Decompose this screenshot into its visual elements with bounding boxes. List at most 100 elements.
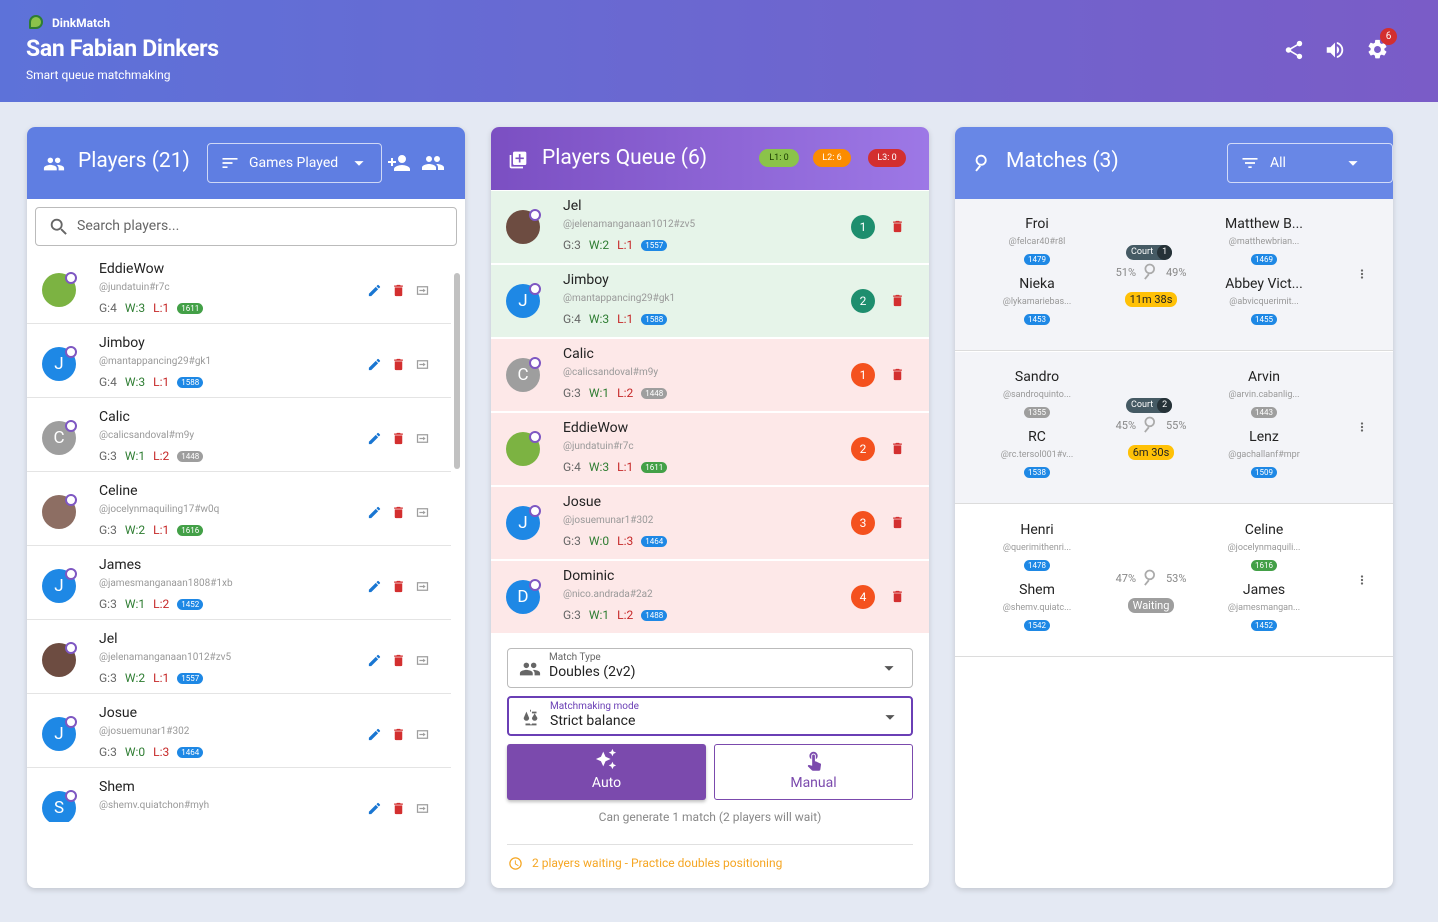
move-button[interactable] bbox=[415, 283, 430, 298]
player-handle: @lykamariebas... bbox=[1002, 297, 1072, 307]
add-group-button[interactable] bbox=[421, 151, 445, 175]
player-handle: @abvicquerimit... bbox=[1229, 297, 1299, 307]
wins: W:3 bbox=[124, 301, 146, 315]
delete-button[interactable] bbox=[391, 505, 406, 520]
select-field[interactable]: Matchmaking mode Strict balance bbox=[507, 696, 913, 736]
avatar-initial: J bbox=[518, 513, 528, 533]
games-played: G:3 bbox=[99, 745, 117, 759]
player-stats: G:3 W:1 L:2 1488 bbox=[563, 608, 668, 622]
match-menu-shape bbox=[1360, 575, 1364, 585]
search-input[interactable]: Search players... bbox=[35, 207, 457, 246]
delete-button[interactable] bbox=[391, 431, 406, 446]
queue-position: 4 bbox=[851, 585, 875, 609]
remove-button[interactable] bbox=[890, 441, 905, 456]
delete-button[interactable] bbox=[391, 727, 406, 742]
auto-icon bbox=[595, 748, 617, 770]
add-player-button[interactable] bbox=[387, 151, 411, 175]
player-row[interactable]: Celine @jocelynmaquiling17#w0q G:3 W:2 L:1 16… bbox=[27, 472, 451, 546]
rating-badge: 1355 bbox=[1024, 407, 1050, 419]
manual-button[interactable]: Manual bbox=[714, 744, 913, 800]
move-button[interactable] bbox=[415, 431, 430, 446]
check-badge bbox=[529, 357, 541, 369]
rating-row: 1616 bbox=[1224, 559, 1304, 572]
select-icon-shape bbox=[519, 662, 541, 676]
level-badge: L2: 6 bbox=[813, 149, 851, 167]
remove-button[interactable] bbox=[890, 219, 905, 234]
player-handle: @jundatuin#r7c bbox=[99, 282, 170, 293]
select-field[interactable]: Match Type Doubles (2v2) bbox=[507, 648, 913, 688]
settings-button[interactable] bbox=[1366, 38, 1389, 61]
auto-button[interactable]: Auto bbox=[507, 744, 706, 800]
remove-button[interactable] bbox=[890, 515, 905, 530]
move-button[interactable] bbox=[415, 653, 430, 668]
match-card[interactable]: Henri @querimithenri... 1478 Shem @shemv.qui… bbox=[955, 505, 1393, 657]
remove-button-shape bbox=[893, 368, 902, 381]
filter-icon-shape bbox=[1242, 158, 1258, 168]
player-handle: @jamesmanganaan1808#1xb bbox=[99, 578, 233, 589]
edit-button[interactable] bbox=[367, 431, 382, 446]
queue-position: 1 bbox=[851, 215, 875, 239]
player-row[interactable]: EddieWow @jundatuin#r7c G:4 W:3 L:1 1611 bbox=[27, 250, 451, 324]
rating-row: 1509 bbox=[1224, 466, 1304, 479]
edit-button[interactable] bbox=[367, 653, 382, 668]
player-handle: @querimithenri... bbox=[1002, 543, 1072, 553]
team2-odds: 53% bbox=[1166, 572, 1187, 585]
edit-button-shape bbox=[368, 284, 381, 297]
delete-button[interactable] bbox=[391, 653, 406, 668]
player-row[interactable]: J Josue @josuemunar1#302 G:3 W:0 L:3 1464 bbox=[27, 694, 451, 768]
remove-button[interactable] bbox=[890, 589, 905, 604]
select-icon bbox=[519, 662, 541, 676]
sort-select[interactable]: Games Played bbox=[207, 143, 382, 183]
wins: W:1 bbox=[124, 449, 146, 463]
edit-button[interactable] bbox=[367, 357, 382, 372]
sound-button[interactable] bbox=[1324, 39, 1346, 61]
versus-icon bbox=[1144, 416, 1155, 433]
player-name: Jimboy bbox=[563, 272, 609, 288]
player-name: Henri bbox=[1020, 522, 1054, 538]
edit-button[interactable] bbox=[367, 505, 382, 520]
player-row[interactable]: S Shem @shemv.quiatchon#myh bbox=[27, 768, 451, 822]
move-button[interactable] bbox=[415, 727, 430, 742]
match-card[interactable]: Froi @felcar40#r8l 1479 Nieka @lykamariebas.… bbox=[955, 199, 1393, 351]
delete-button[interactable] bbox=[391, 801, 406, 816]
move-button[interactable] bbox=[415, 801, 430, 816]
edit-button[interactable] bbox=[367, 283, 382, 298]
edit-button[interactable] bbox=[367, 801, 382, 816]
delete-button[interactable] bbox=[391, 283, 406, 298]
edit-button[interactable] bbox=[367, 579, 382, 594]
rating-badge: 1464 bbox=[641, 536, 668, 548]
dropdown-arrow-shape bbox=[885, 715, 895, 720]
remove-button[interactable] bbox=[890, 367, 905, 382]
waiting-footer: 2 players waiting - Practice doubles pos… bbox=[532, 856, 783, 870]
delete-button[interactable] bbox=[391, 579, 406, 594]
rating-badge: 1588 bbox=[641, 314, 668, 326]
delete-button-shape bbox=[394, 654, 403, 667]
rating-row: 1453 bbox=[997, 313, 1077, 326]
matches-icon bbox=[975, 154, 987, 172]
delete-button-shape bbox=[394, 580, 403, 593]
move-button[interactable] bbox=[415, 505, 430, 520]
move-button[interactable] bbox=[415, 357, 430, 372]
dropdown-arrow bbox=[884, 666, 894, 671]
player-handle: @jamesmangan... bbox=[1227, 603, 1301, 613]
match-menu[interactable] bbox=[1355, 573, 1369, 587]
player-row[interactable]: C Calic @calicsandoval#m9y G:3 W:1 L:2 1448 bbox=[27, 398, 451, 472]
player-handle: @gachallanf#mpr bbox=[1228, 450, 1300, 460]
match-menu[interactable] bbox=[1355, 267, 1369, 281]
delete-button[interactable] bbox=[391, 357, 406, 372]
rating-row: 1355 bbox=[997, 406, 1077, 419]
player-row[interactable]: J Jimboy @mantappancing29#gk1 G:4 W:3 L:1 1588 bbox=[27, 324, 451, 398]
player-row[interactable]: Jel @jelenamanganaan1012#zv5 G:3 W:2 L:1 1557 bbox=[27, 620, 451, 694]
player-row[interactable]: J James @jamesmanganaan1808#1xb G:3 W:1 L:2 14… bbox=[27, 546, 451, 620]
remove-button[interactable] bbox=[890, 293, 905, 308]
edit-button[interactable] bbox=[367, 727, 382, 742]
player-handle: @nico.andrada#2a2 bbox=[563, 589, 653, 600]
players-header: Players (21) Games Played bbox=[27, 127, 465, 199]
match-card[interactable]: Sandro @sandroquinto... 1355 RC @rc.tersol00… bbox=[955, 352, 1393, 504]
match-menu[interactable] bbox=[1355, 420, 1369, 434]
move-button[interactable] bbox=[415, 579, 430, 594]
share-button[interactable] bbox=[1283, 39, 1305, 61]
match-filter[interactable]: All bbox=[1227, 143, 1393, 183]
player-handle: @josuemunar1#302 bbox=[99, 726, 190, 737]
